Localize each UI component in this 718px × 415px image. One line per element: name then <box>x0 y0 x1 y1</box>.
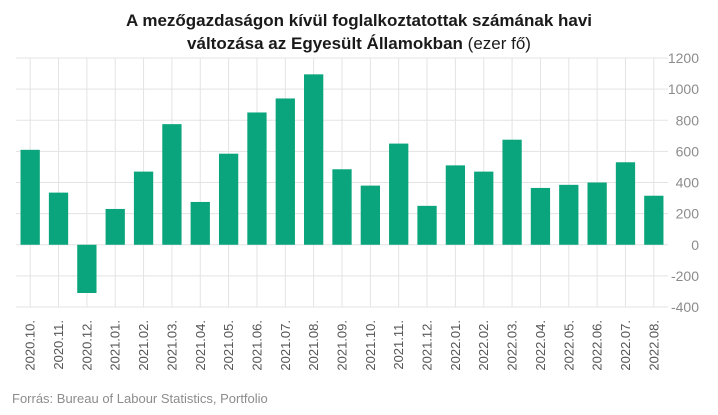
bar-2021-01 <box>105 208 125 245</box>
bar-2021-02 <box>133 171 154 245</box>
x-tick-label: 2021.03. <box>164 320 179 371</box>
bar-2021-12 <box>417 205 437 245</box>
x-tick-label: 2021.11. <box>391 320 406 370</box>
x-tick-label: 2022.02. <box>476 320 491 371</box>
title-unit: (ezer fő) <box>467 34 531 53</box>
title-line-1: A mezőgazdaságon kívül foglalkoztatottak… <box>125 11 593 30</box>
bar-2021-08 <box>304 74 324 245</box>
bar-2020-11 <box>48 192 69 245</box>
x-tick-label: 2022.06. <box>590 320 605 371</box>
y-tick-label: 600 <box>676 143 700 159</box>
y-tick-label: 800 <box>676 112 700 128</box>
x-tick-label: 2021.05. <box>221 320 236 371</box>
x-tick-label: 2021.01. <box>108 320 123 371</box>
x-tick-label: 2021.09. <box>335 320 350 371</box>
x-tick-label: 2021.02. <box>136 320 151 371</box>
x-tick-label: 2021.06. <box>249 320 264 371</box>
bar-2021-05 <box>218 153 239 245</box>
y-tick-label: 400 <box>676 175 700 191</box>
x-axis-tick-labels: 2020.10. 2020.11. 2020.12. 2021.01. 2021.02.… <box>23 320 662 371</box>
bar-2021-07 <box>275 98 295 245</box>
y-tick-label: 1200 <box>668 50 699 66</box>
bar-2022-04 <box>530 187 551 245</box>
y-tick-label: -200 <box>671 268 699 284</box>
y-tick-label: 200 <box>676 206 700 222</box>
x-tick-label: 2020.10. <box>23 320 38 371</box>
x-tick-label: 2022.07. <box>618 320 633 371</box>
title-line-2: változása az Egyesült Államokban <box>187 34 463 53</box>
x-tick-label: 2020.12. <box>79 320 94 371</box>
bar-2022-02 <box>474 171 494 245</box>
source-note: Forrás: Bureau of Labour Statistics, Por… <box>12 391 268 406</box>
x-tick-label: 2022.08. <box>646 320 661 371</box>
y-axis-tick-labels: -400 -200 0 200 400 600 800 1000 1200 <box>668 50 699 315</box>
bars <box>20 74 664 293</box>
x-tick-label: 2022.05. <box>561 320 576 371</box>
x-tick-label: 2021.10. <box>363 320 378 371</box>
x-tick-label: 2022.01. <box>448 320 463 371</box>
y-tick-label: 0 <box>691 237 699 253</box>
x-tick-label: 2021.07. <box>278 320 293 371</box>
x-tick-label: 2020.11. <box>51 320 66 370</box>
bar-2022-03 <box>502 139 522 245</box>
bar-2022-06 <box>587 182 607 245</box>
x-tick-label: 2021.08. <box>306 320 321 371</box>
bar-2021-04 <box>190 201 210 245</box>
bar-2022-07 <box>615 162 636 245</box>
x-tick-label: 2022.03. <box>505 320 520 371</box>
bar-2021-10 <box>360 185 380 245</box>
bar-2022-08 <box>644 195 664 245</box>
chart-title: A mezőgazdaságon kívül foglalkoztatottak… <box>0 9 718 55</box>
bar-2021-03 <box>162 124 182 245</box>
bar-2021-06 <box>247 112 267 245</box>
x-tick-label: 2021.04. <box>193 320 208 371</box>
bar-2021-09 <box>332 169 352 245</box>
bar-2022-05 <box>559 184 579 245</box>
y-tick-label: 1000 <box>668 81 699 97</box>
bar-2022-01 <box>445 165 466 245</box>
y-tick-label: -400 <box>671 299 699 315</box>
bar-2021-11 <box>389 143 409 245</box>
x-tick-label: 2022.04. <box>533 320 548 371</box>
x-tick-label: 2021.12. <box>420 320 435 371</box>
bar-2020-10 <box>20 149 40 245</box>
bar-2020-12 <box>77 244 97 293</box>
